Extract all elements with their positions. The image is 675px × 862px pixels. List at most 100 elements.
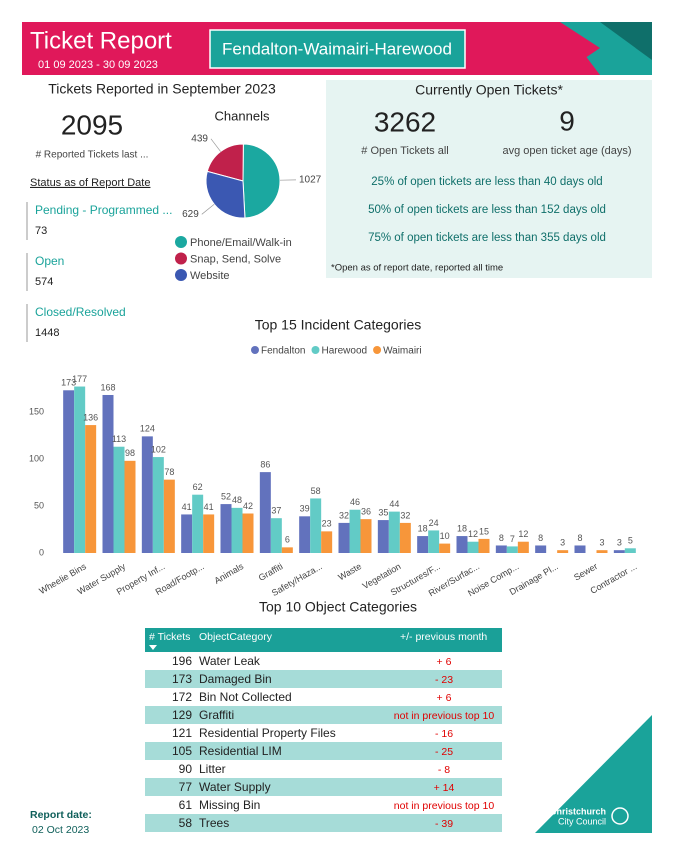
bar (181, 514, 193, 553)
bar (506, 546, 518, 553)
legend-swatch (175, 236, 187, 248)
object-category: Water Leak (199, 654, 261, 668)
object-category: Missing Bin (199, 798, 260, 812)
status-value: 1448 (35, 327, 59, 339)
bar-label: 39 (300, 504, 310, 514)
bar (399, 522, 411, 553)
bar-label: 8 (499, 533, 504, 543)
bar (141, 436, 153, 553)
legend-swatch (175, 269, 187, 281)
header-decoration (600, 22, 652, 60)
bar-label: 124 (140, 424, 155, 434)
bar-label: 41 (182, 502, 192, 512)
status-label: Open (35, 254, 64, 268)
logo-text: Christchurch (550, 806, 606, 816)
bar-label: 46 (350, 497, 360, 507)
footnote: *Open as of report date, reported all ti… (331, 263, 503, 274)
change: - 23 (435, 674, 453, 686)
row-band (145, 814, 502, 832)
status-label: Pending - Programmed ... (35, 203, 172, 217)
change: - 16 (435, 728, 453, 740)
object-category: Water Supply (199, 780, 271, 794)
object-category: Litter (199, 762, 226, 776)
bar (152, 457, 164, 553)
object-category: Damaged Bin (199, 672, 272, 686)
bar (85, 425, 97, 553)
bar (102, 394, 114, 553)
table-header (145, 628, 502, 652)
bar-label: 173 (61, 378, 76, 388)
open-total: 3262 (374, 106, 436, 137)
pie-title: Channels (215, 108, 270, 123)
object-category: Graffiti (199, 708, 234, 722)
bar-label: 3 (617, 538, 622, 548)
report-date-label: Report date: (30, 809, 92, 821)
bar-label: 78 (164, 467, 174, 477)
bar-label: 18 (457, 523, 467, 533)
bar (417, 536, 429, 553)
ticket-count: 172 (172, 690, 192, 704)
object-category: Trees (199, 816, 229, 830)
logo-triangle (535, 715, 652, 833)
bar (338, 522, 350, 553)
bar (259, 472, 271, 553)
bar (310, 498, 322, 553)
bar (349, 509, 361, 553)
bar-label: 12 (468, 529, 478, 539)
pie-label: 629 (182, 209, 199, 220)
pie-slice (206, 143, 244, 182)
legend-swatch (311, 346, 320, 354)
bar (377, 520, 389, 553)
bar-label: 62 (193, 482, 203, 492)
row-band (145, 742, 502, 760)
logo-text: City Council (558, 816, 606, 826)
bar (613, 550, 625, 553)
bar (242, 513, 254, 553)
bar (74, 386, 86, 553)
legend-label: Harewood (321, 346, 367, 357)
percentile: 75% of open tickets are less than 355 da… (368, 232, 606, 244)
bar (163, 479, 175, 553)
status-label: Closed/Resolved (35, 305, 126, 319)
bar (456, 536, 468, 553)
bar-label: 42 (243, 501, 253, 511)
ticket-count: 61 (179, 798, 193, 812)
ticket-count: 129 (172, 708, 192, 722)
sort-arrow (149, 645, 157, 650)
y-tick-label: 150 (29, 406, 44, 416)
column-header: +/- previous month (400, 631, 487, 643)
ward-name: Fendalton-Waimairi-Harewood (222, 39, 452, 58)
bar-label: 58 (311, 486, 321, 496)
ticket-count: 90 (179, 762, 193, 776)
bar-label: 8 (577, 533, 582, 543)
bar-label: 168 (100, 382, 115, 392)
percentile: 50% of open tickets are less than 152 da… (368, 204, 606, 216)
status-value: 574 (35, 276, 53, 288)
reported-total-label: # Reported Tickets last ... (36, 150, 149, 161)
pie-label: 1027 (299, 174, 322, 185)
bar (428, 530, 440, 553)
bar (281, 547, 293, 553)
pie-leader (201, 203, 215, 215)
bar-label: 32 (400, 510, 410, 520)
percentile: 25% of open tickets are less than 40 day… (371, 176, 602, 188)
pie-slice (205, 170, 246, 219)
bar (270, 518, 282, 553)
legend-label: Phone/Email/Walk-in (190, 237, 292, 249)
legend-label: Snap, Send, Solve (190, 253, 281, 265)
bar-label: 24 (429, 518, 439, 528)
bar (557, 550, 569, 553)
bar (203, 514, 215, 553)
logo-icon (611, 807, 629, 825)
bar-label: 18 (418, 523, 428, 533)
column-header: ObjectCategory (199, 631, 273, 643)
legend-swatch (175, 252, 187, 265)
ticket-count: 105 (172, 744, 192, 758)
bar (113, 446, 125, 553)
bar (624, 548, 636, 553)
object-category: Bin Not Collected (199, 690, 292, 704)
pie-leader (210, 138, 221, 152)
bar-label: 23 (322, 519, 332, 529)
object-category: Residential LIM (199, 744, 282, 758)
